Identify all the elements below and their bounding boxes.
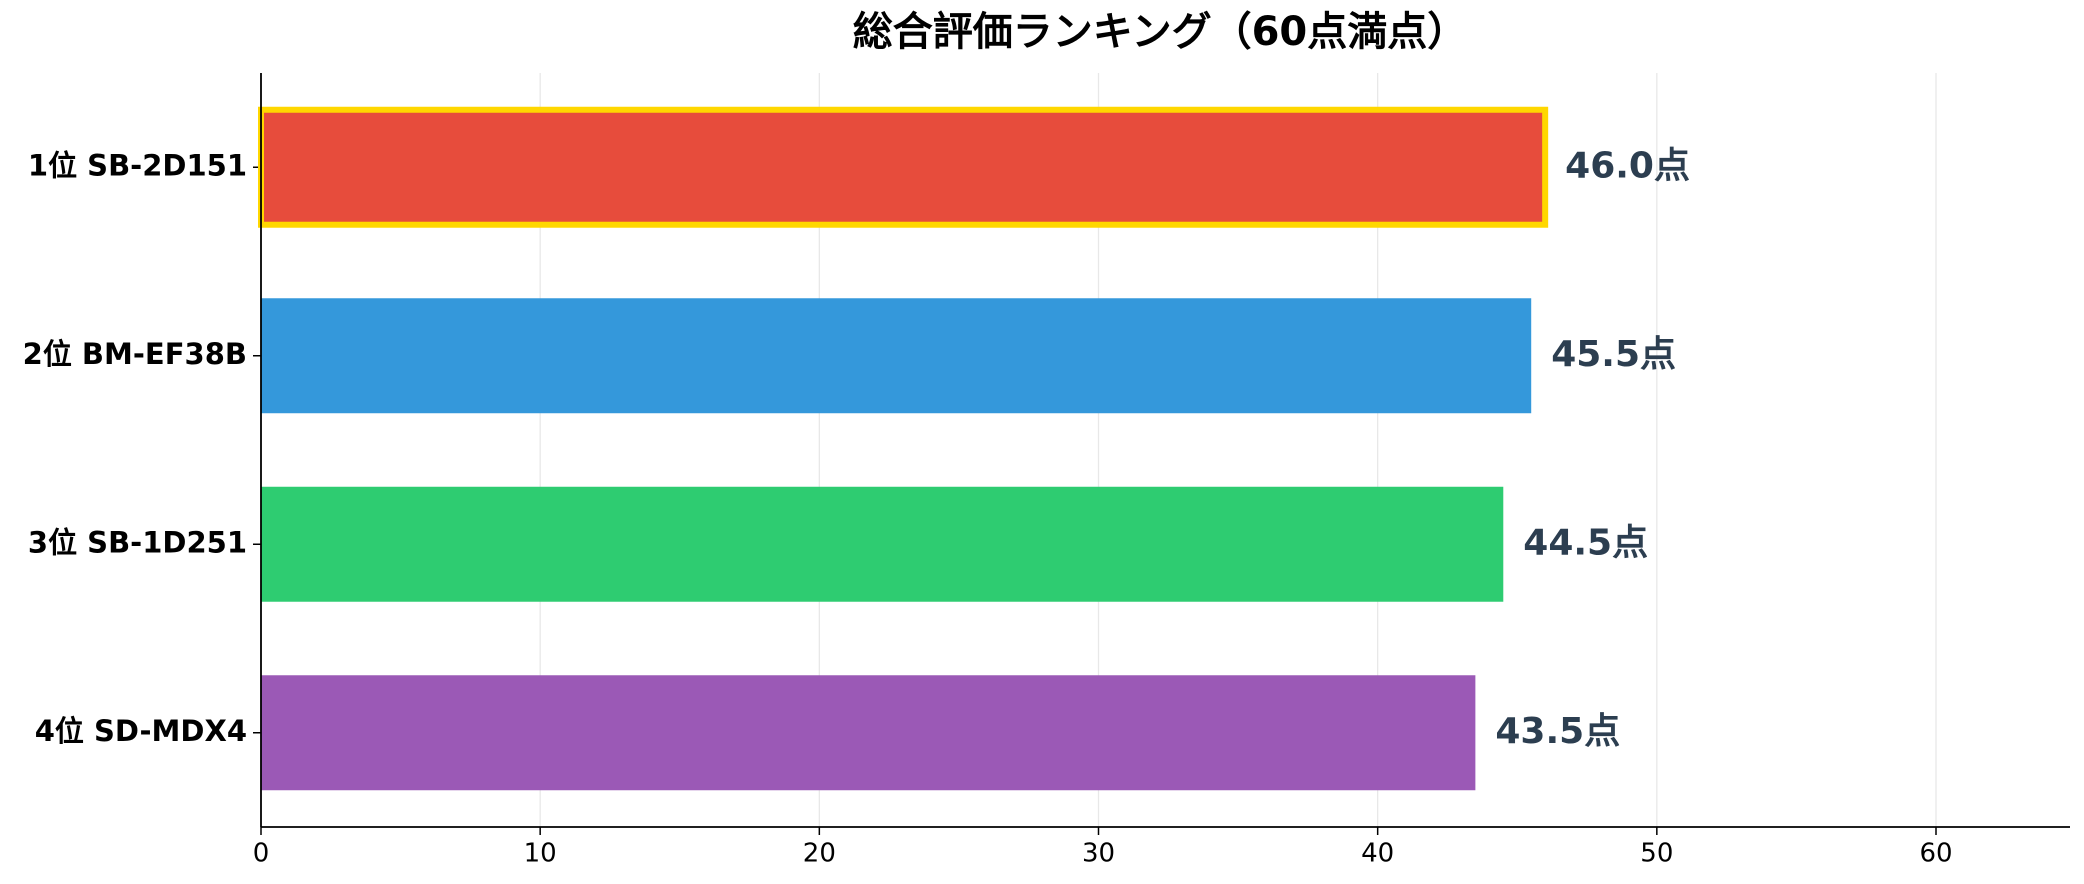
- y-tick-label: 3位 SB-1D251: [28, 525, 247, 559]
- x-tick-label: 10: [524, 839, 557, 869]
- value-label: 44.5点: [1523, 522, 1648, 563]
- value-label: 45.5点: [1551, 334, 1676, 375]
- y-tick-label: 2位 BM-EF38B: [23, 337, 247, 371]
- value-label: 43.5点: [1495, 711, 1620, 752]
- bar: [261, 675, 1476, 791]
- x-tick-label: 40: [1361, 839, 1394, 869]
- y-tick-label: 1位 SB-2D151: [28, 148, 247, 182]
- bar: [258, 106, 1549, 228]
- y-tick-label: 4位 SD-MDX4: [35, 714, 247, 748]
- x-tick-label: 20: [803, 839, 836, 869]
- value-label: 46.0点: [1565, 145, 1690, 186]
- x-tick-label: 50: [1640, 839, 1673, 869]
- x-tick-label: 60: [1919, 839, 1952, 869]
- bar: [261, 486, 1504, 602]
- chart-title: 総合評価ランキング（60点満点）: [853, 9, 1467, 55]
- x-tick-label: 0: [253, 839, 270, 869]
- x-tick-label: 30: [1082, 839, 1115, 869]
- bar: [261, 298, 1532, 414]
